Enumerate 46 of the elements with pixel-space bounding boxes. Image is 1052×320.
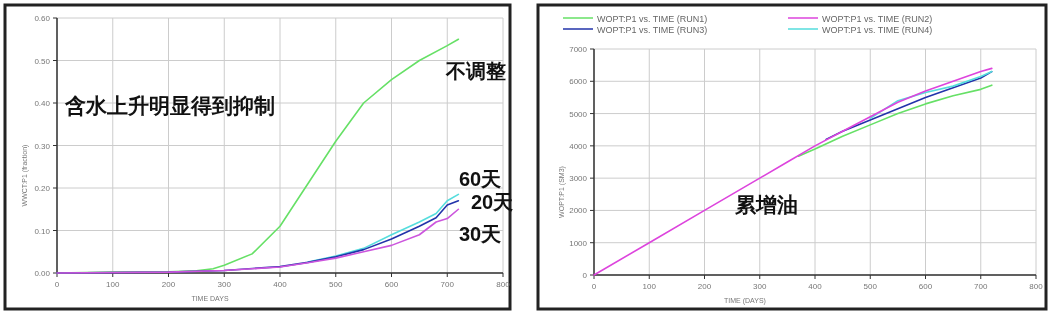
x-tick-label: 200 [697,282,712,291]
x-tick-label: 200 [161,280,176,289]
x-tick-label: 500 [329,280,343,289]
annotation: 60天 [459,168,502,190]
x-tick-label: 600 [384,280,399,289]
x-tick-label: 100 [642,282,657,291]
y-tick-label: 0.20 [34,184,51,193]
x-tick-label: 700 [974,282,988,291]
y-tick-label: 0.30 [34,141,51,151]
x-tick-label: 300 [217,280,232,289]
y-tick-label: 0.50 [34,56,51,66]
legend-label: WOPT:P1 vs. TIME (RUN1) [597,13,708,24]
x-tick-label: 100 [106,280,120,289]
y-tick-label: 3000 [569,174,588,184]
x-tick-label: 500 [863,282,878,291]
annotation: 不调整 [445,60,506,82]
y-tick-label: 0.10 [34,226,51,236]
annotation: 30天 [459,223,502,245]
y-tick-label: 0 [582,271,588,280]
annotation: 累增油 [734,193,798,216]
x-tick-label: 600 [918,282,933,291]
line-series [307,193,460,263]
legend-label: WOPT:P1 vs. TIME (RUN3) [597,24,708,35]
line-series [869,70,993,120]
y-tick-label: 5000 [569,109,588,119]
line-series [825,70,993,141]
x-tick-label: 0 [591,282,597,291]
x-tick-label: 400 [273,280,288,289]
line-series [593,67,993,276]
x-tick-label: 800 [1029,282,1044,291]
y-tick-label: 0.40 [34,99,51,108]
y-tick-label: 0.00 [34,269,51,278]
x-tick-label: 400 [808,282,823,291]
annotation: 含水上升明显得到抑制 [64,94,275,117]
line-series [797,84,993,157]
legend-label: WOPT:P1 vs. TIME (RUN4) [822,24,933,35]
x-tick-label: 700 [440,280,455,289]
y-tick-label: 7000 [569,45,588,54]
y-tick-label: 6000 [569,77,588,87]
x-tick-label: 0 [54,280,60,289]
y-tick-label: 2000 [569,206,588,216]
y-tick-label: 1000 [569,238,588,248]
x-tick-label: 300 [753,282,767,291]
legend-label: WOPT:P1 vs. TIME (RUN2) [822,13,933,24]
y-tick-label: 4000 [569,141,588,151]
y-tick-label: 0.60 [34,14,51,23]
